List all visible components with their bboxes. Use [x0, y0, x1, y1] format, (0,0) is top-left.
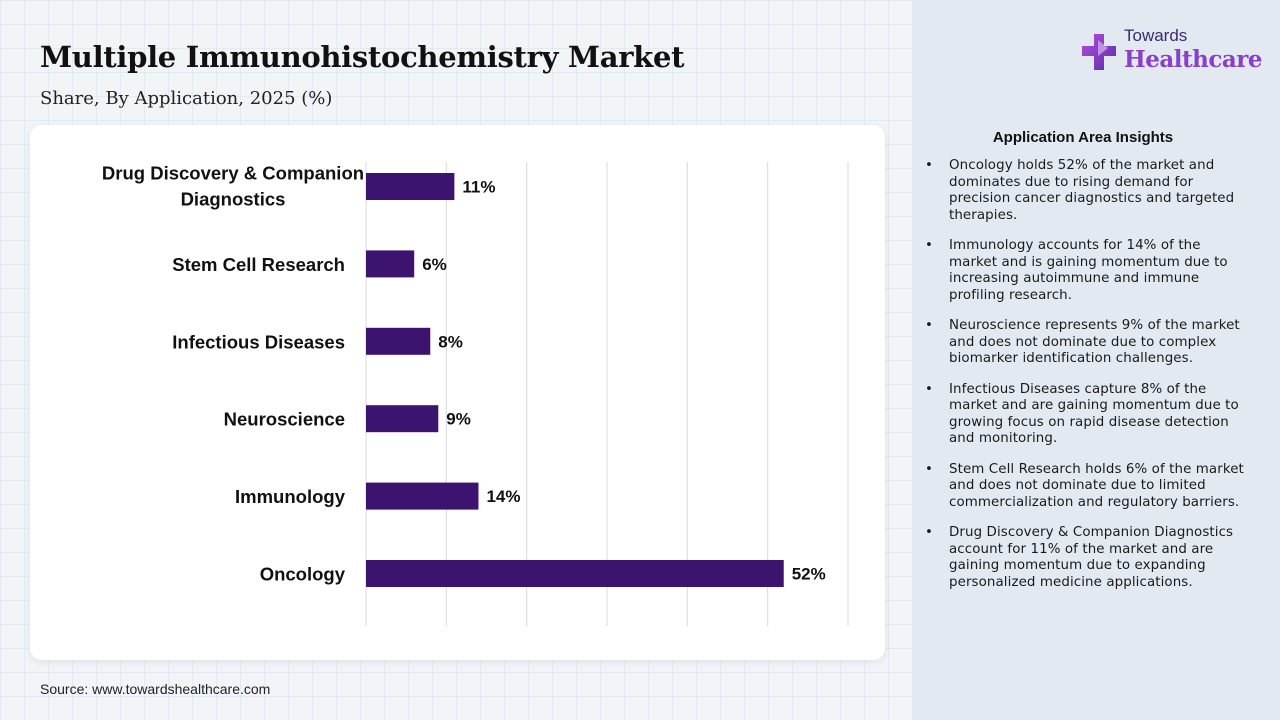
source-note: Source: www.towardshealthcare.com [40, 681, 271, 697]
insight-item: • Drug Discovery & Companion Diagnostics … [925, 525, 1245, 591]
bar [366, 560, 784, 587]
insight-item: • Infectious Diseases capture 8% of the m… [925, 382, 1245, 448]
bar-chart: 11% Drug Discovery & Companion Diagnostics… [102, 162, 849, 626]
category-label: Neuroscience [224, 409, 345, 430]
category-label: Infectious Diseases [172, 331, 345, 352]
data-label: 9% [446, 410, 471, 429]
chart-card: 11% Drug Discovery & Companion Diagnostics… [30, 125, 885, 660]
data-label: 8% [438, 332, 463, 351]
bar [366, 173, 455, 200]
bullet-icon: • [925, 318, 933, 333]
insight-text: Neuroscience represents 9% of the market… [949, 318, 1240, 366]
bar [366, 250, 415, 278]
page-subtitle: Share, By Application, 2025 (%) [40, 88, 333, 109]
insights-title: Application Area Insights [992, 129, 1174, 146]
insights-list: • Oncology holds 52% of the market and do… [925, 158, 1245, 605]
insight-text: Immunology accounts for 14% of the marke… [949, 238, 1228, 303]
insight-item: • Stem Cell Research holds 6% of the mark… [925, 462, 1245, 512]
insight-text: Drug Discovery & Companion Diagnostics a… [949, 525, 1234, 590]
bullet-icon: • [925, 158, 933, 173]
brand-logo[interactable]: Towards Healthcare [1080, 26, 1263, 78]
insight-text: Infectious Diseases capture 8% of the ma… [949, 381, 1239, 447]
bullet-icon: • [925, 381, 933, 397]
bullet-icon: • [925, 238, 933, 253]
bar [366, 405, 439, 433]
brand-name-bottom: Healthcare [1124, 46, 1263, 73]
brand-name-top: Towards [1124, 26, 1188, 45]
page-title: Multiple Immunohistochemistry Market [40, 40, 685, 74]
category-label: Drug Discovery & Companion Diagnostics [102, 163, 364, 210]
data-label: 14% [486, 487, 520, 506]
category-label: Stem Cell Research [172, 254, 345, 275]
data-label: 6% [422, 255, 447, 274]
insight-text: Oncology holds 52% of the market and dom… [949, 158, 1235, 223]
data-label: 11% [462, 178, 495, 197]
category-label: Immunology [235, 486, 346, 507]
insight-item: • Oncology holds 52% of the market and do… [925, 158, 1245, 224]
bullet-icon: • [925, 525, 933, 540]
insight-text: Stem Cell Research holds 6% of the marke… [949, 461, 1244, 510]
plus-cross-logo-icon [1082, 34, 1116, 70]
insight-item: • Immunology accounts for 14% of the mark… [925, 238, 1245, 304]
bar [366, 327, 431, 355]
category-label: Oncology [260, 564, 346, 585]
bullet-icon: • [925, 461, 933, 477]
insights-panel [913, 0, 1280, 720]
bar [366, 482, 479, 510]
data-label: 52% [792, 565, 826, 584]
insight-item: • Neuroscience represents 9% of the marke… [925, 318, 1245, 368]
